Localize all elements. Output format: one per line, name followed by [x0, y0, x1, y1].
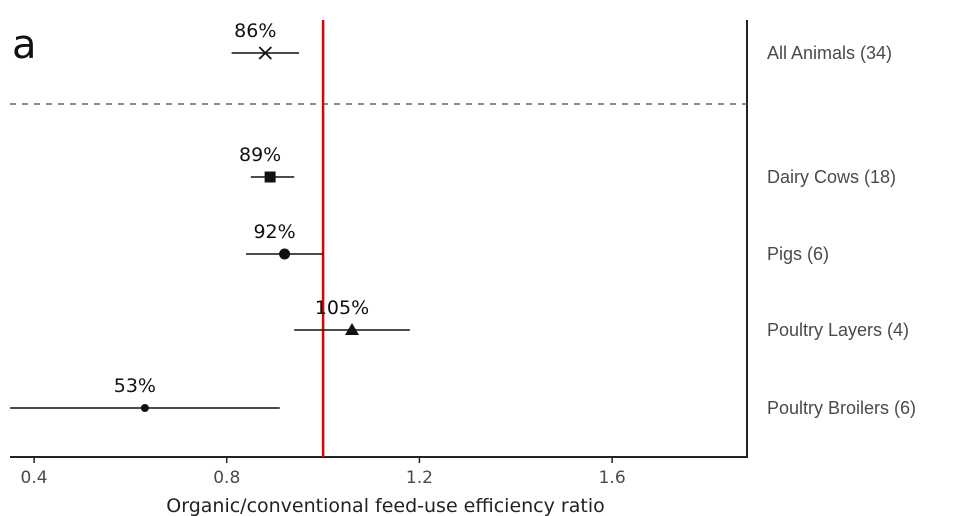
- row-labels: All Animals (34) Dairy Cows (18) Pigs (6) P…: [767, 43, 916, 418]
- estimate-marker-cross: [258, 46, 272, 60]
- plot-area: 0.4 0.8 1.2 1.6 86% 89% 92% 105% 53%: [10, 20, 748, 488]
- x-tick-label: 1.2: [406, 468, 433, 488]
- row-label: Poultry Layers (4): [767, 320, 909, 340]
- row-label: All Animals (34): [767, 43, 892, 63]
- x-axis-title: Organic/conventional feed-use efficiency…: [166, 495, 604, 516]
- row-label: Dairy Cows (18): [767, 167, 896, 187]
- panel-label: a: [12, 22, 37, 68]
- row-label: Pigs (6): [767, 244, 829, 264]
- percent-label: 86%: [234, 20, 276, 42]
- estimate-marker-triangle: [345, 323, 360, 335]
- percent-label: 53%: [114, 375, 156, 397]
- percent-label: 89%: [239, 144, 281, 166]
- x-tick-label: 0.8: [213, 468, 240, 488]
- percent-label: 92%: [253, 221, 295, 243]
- row-label: Poultry Broilers (6): [767, 398, 916, 418]
- estimate-marker-small-circle: [140, 404, 149, 412]
- x-tick-label: 0.4: [21, 468, 48, 488]
- percent-label: 105%: [315, 297, 369, 319]
- estimate-marker-square: [264, 171, 276, 183]
- x-tick-label: 1.6: [599, 468, 626, 488]
- estimate-marker-circle: [279, 248, 291, 260]
